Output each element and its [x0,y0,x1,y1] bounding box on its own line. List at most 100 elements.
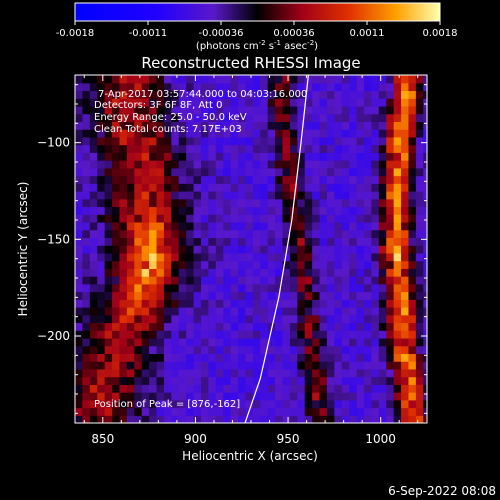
heatmap-cell [326,376,335,385]
heatmap-cell [186,129,195,138]
heatmap-cell [312,136,321,146]
heatmap-cell [223,167,232,177]
heatmap-cell [371,314,380,324]
heatmap-cell [112,345,121,354]
heatmap-cell [200,384,209,393]
heatmap-cell [364,260,373,269]
heatmap-cell [208,98,217,107]
heatmap-cell [349,206,358,215]
heatmap-cell [304,384,313,393]
heatmap-cell [149,291,158,300]
heatmap-cell [371,307,380,316]
heatmap-cell [252,113,261,122]
heatmap-cell [326,260,335,269]
heatmap-cell [275,152,284,161]
heatmap-cell [267,175,276,184]
heatmap-cell [364,113,373,122]
heatmap-cell [378,136,387,146]
heatmap-cell [186,299,195,308]
heatmap-cell [186,252,195,262]
heatmap-cell [178,175,187,184]
heatmap-cell [238,268,247,277]
heatmap-cell [215,392,224,401]
heatmap-cell [378,206,387,215]
heatmap-cell [171,237,180,246]
heatmap-cell [156,129,165,138]
heatmap-cell [334,167,343,177]
heatmap-cell [371,252,380,262]
heatmap-cell [245,214,254,223]
heatmap-cell [341,221,350,231]
heatmap-cell [171,368,180,378]
heatmap-cell [215,214,224,223]
heatmap-cell [252,399,261,409]
heatmap-cell [238,129,247,138]
heatmap-cell [364,307,373,316]
heatmap-cell [75,322,84,331]
heatmap-cell [378,113,387,122]
heatmap-cell [75,82,84,92]
heatmap-cell [312,75,321,84]
heatmap-cell [149,129,158,138]
heatmap-cell [200,214,209,223]
heatmap-cell [200,399,209,409]
heatmap-cell [334,129,343,138]
heatmap-cell [193,399,202,409]
heatmap-cell [341,260,350,269]
heatmap-cell [304,415,313,423]
heatmap-cell [238,252,247,262]
heatmap-cell [289,152,298,161]
heatmap-cell [193,136,202,146]
heatmap-cell [415,121,424,130]
heatmap-cell [119,129,128,138]
colorbar-gradient [75,3,440,21]
heatmap-cell [260,245,269,254]
heatmap-cell [134,384,143,393]
heatmap-cell [401,368,410,378]
heatmap-cell [423,283,427,293]
heatmap-cell [341,415,350,423]
heatmap-cell [200,75,209,84]
heatmap-cell [200,330,209,339]
heatmap-cell [156,206,165,215]
heatmap-cell [245,237,254,246]
heatmap-cell [75,291,84,300]
heatmap-cell [356,245,365,254]
heatmap-cell [156,260,165,269]
heatmap-cell [326,191,335,200]
heatmap-cell [408,307,417,316]
heatmap-cell [423,392,427,401]
heatmap-cell [386,299,395,308]
heatmap-cell [423,121,427,130]
heatmap-cell [415,167,424,177]
heatmap-cell [319,152,328,161]
heatmap-cell [423,314,427,324]
heatmap-cell [97,75,106,84]
heatmap-cell [415,105,424,115]
heatmap-cell [341,276,350,285]
heatmap-cell [304,245,313,254]
heatmap-cell [275,121,284,130]
heatmap-cell [297,237,306,246]
y-tick-label: −200 [37,329,70,343]
heatmap-cell [82,337,91,347]
heatmap-cell [178,152,187,161]
heatmap-cell [97,183,106,192]
heatmap-cell [297,415,306,423]
heatmap-cell [297,90,306,99]
heatmap-cell [238,276,247,285]
heatmap-cell [349,75,358,84]
heatmap-cell [275,314,284,324]
heatmap-cell [230,183,239,192]
heatmap-cell [171,276,180,285]
heatmap-cell [208,113,217,122]
heatmap-cell [334,191,343,200]
heatmap-cell [97,322,106,331]
heatmap-cell [349,98,358,107]
heatmap-cell [312,283,321,293]
heatmap-cell [364,399,373,409]
heatmap-cell [186,291,195,300]
heatmap-cell [112,129,121,138]
heatmap-cell [304,175,313,184]
heatmap-cell [356,175,365,184]
